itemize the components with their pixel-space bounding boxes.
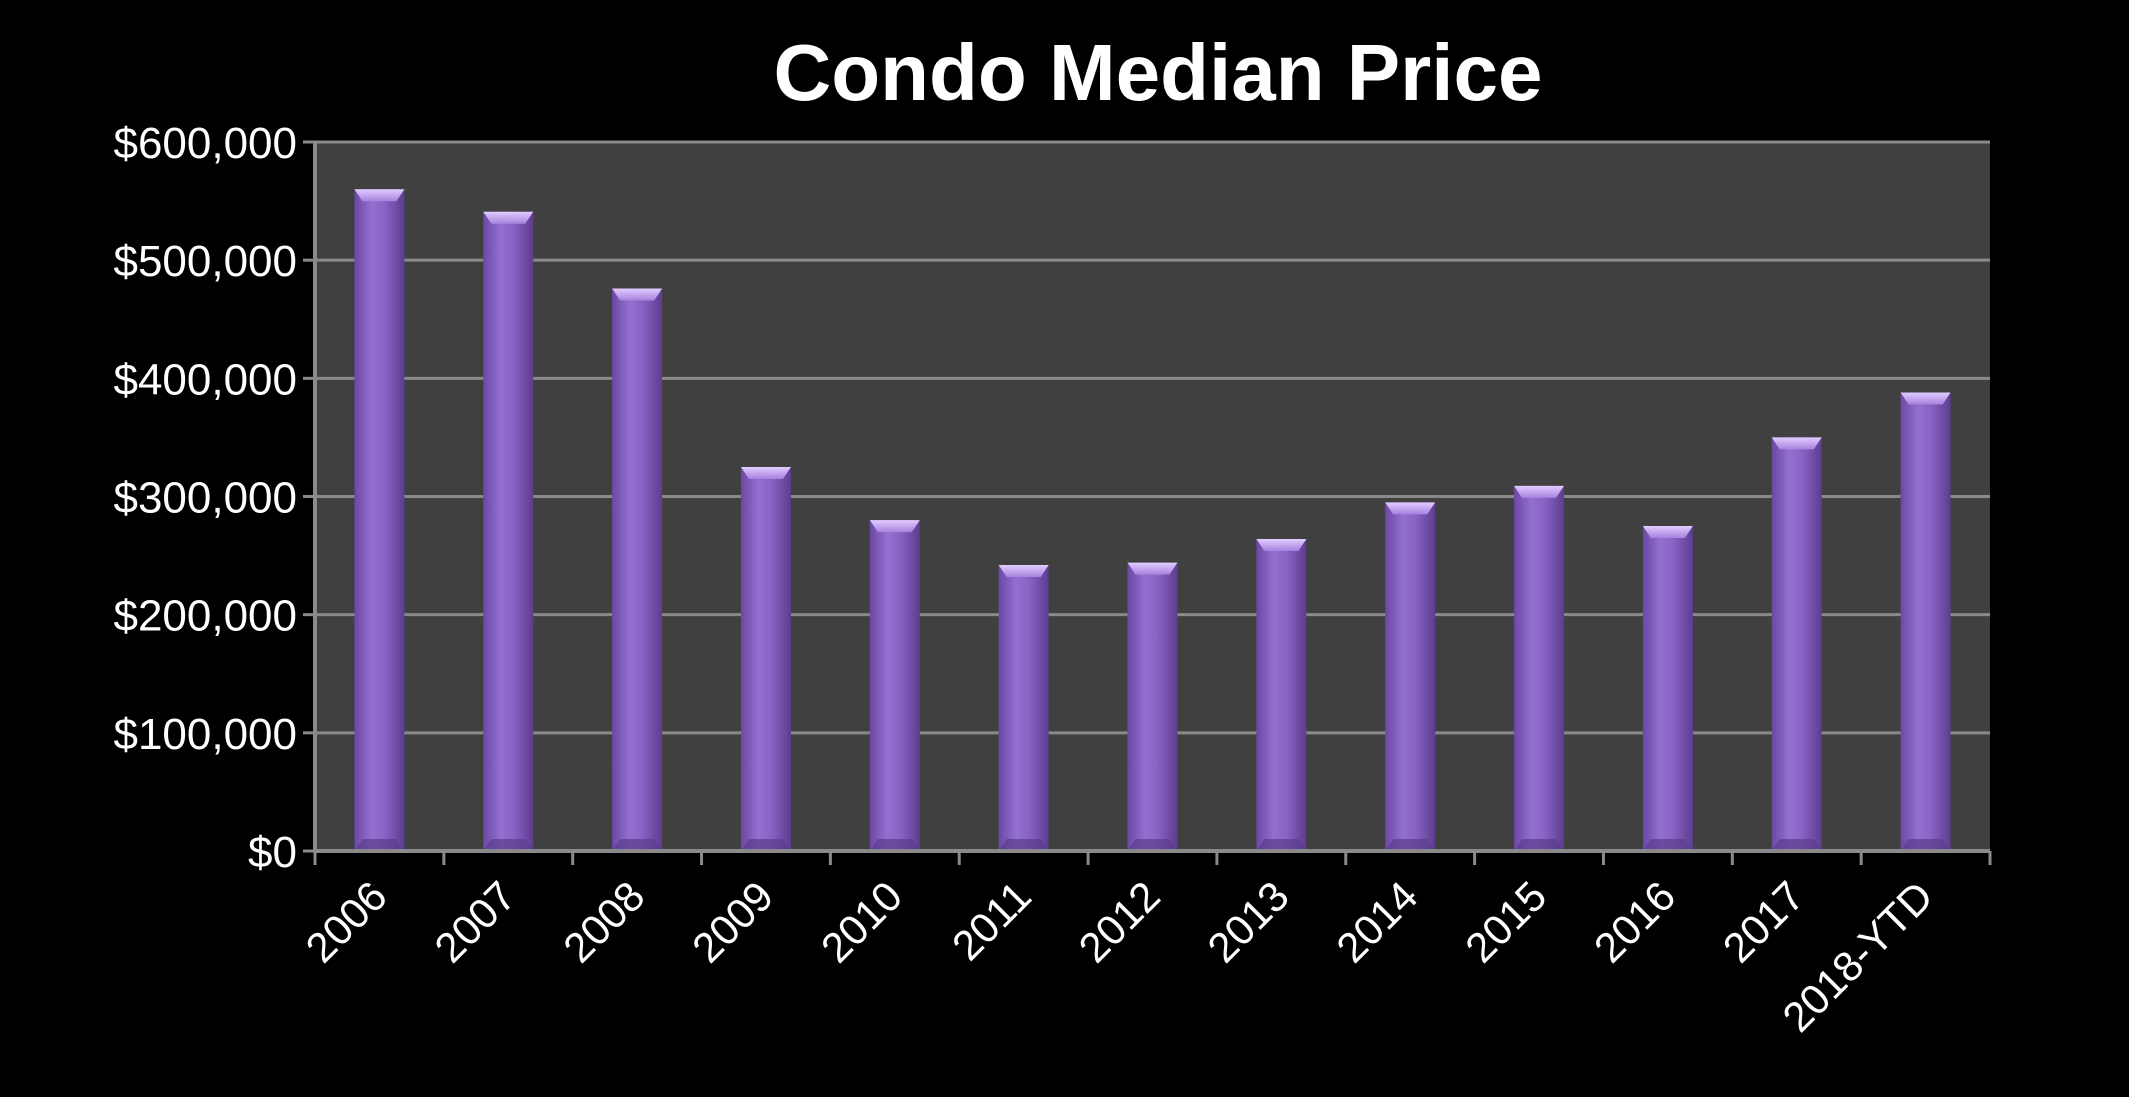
bar-2018-YTD: [1900, 392, 1951, 851]
bar-base: [483, 839, 534, 851]
bar-cap: [1514, 485, 1565, 498]
bar-2011: [998, 565, 1049, 851]
bar-cap: [998, 565, 1049, 578]
bar: [483, 211, 534, 852]
chart-title: Condo Median Price: [774, 28, 1543, 117]
bar-2015: [1514, 485, 1565, 851]
y-tick-label: $0: [248, 828, 297, 877]
y-tick-label: $300,000: [113, 474, 297, 523]
bar-cap: [1256, 539, 1307, 552]
bar-cap: [1385, 502, 1436, 515]
bar: [1385, 502, 1436, 851]
bar-base: [1642, 839, 1693, 851]
bar-2008: [612, 288, 663, 851]
y-tick-label: $200,000: [113, 592, 297, 641]
bar: [354, 189, 405, 851]
bar-2007: [483, 211, 534, 852]
bar-cap: [612, 288, 663, 301]
bar-2017: [1771, 437, 1822, 851]
bar: [1514, 485, 1565, 851]
y-tick-label: $500,000: [113, 237, 297, 286]
bar-2009: [740, 466, 791, 851]
bar-base: [1771, 839, 1822, 851]
bar: [1900, 392, 1951, 851]
bar-base: [740, 839, 791, 851]
bar-base: [1256, 839, 1307, 851]
bar: [612, 288, 663, 851]
bar-base: [1900, 839, 1951, 851]
bar-cap: [354, 189, 405, 202]
bar: [869, 520, 920, 851]
y-tick-labels: $0 $100,000 $200,000 $300,000 $400,000 $500,0…: [113, 119, 297, 877]
bar-2012: [1127, 562, 1178, 851]
bar-2014: [1385, 502, 1436, 851]
bar: [740, 466, 791, 851]
bar-cap: [1642, 526, 1693, 539]
bar: [1256, 539, 1307, 851]
bar-base: [612, 839, 663, 851]
bar-base: [869, 839, 920, 851]
bar-base: [1127, 839, 1178, 851]
bars: [354, 189, 1951, 852]
bar: [1127, 562, 1178, 851]
bar-base: [1514, 839, 1565, 851]
y-tick-label: $600,000: [113, 119, 297, 168]
bar-2016: [1642, 526, 1693, 851]
bar-2010: [869, 520, 920, 851]
bar-cap: [740, 466, 791, 479]
bar-cap: [483, 211, 534, 224]
bar-cap: [1771, 437, 1822, 450]
bar-cap: [1900, 392, 1951, 405]
bar-2013: [1256, 539, 1307, 851]
bar-cap: [869, 520, 920, 533]
bar-base: [998, 839, 1049, 851]
bar-base: [1385, 839, 1436, 851]
bar-2006: [354, 189, 405, 851]
axes: [303, 140, 1992, 865]
bar: [1771, 437, 1822, 851]
bar: [1642, 526, 1693, 851]
bar-cap: [1127, 562, 1178, 575]
y-tick-label: $400,000: [113, 355, 297, 404]
y-tick-label: $100,000: [113, 710, 297, 759]
bar-base: [354, 839, 405, 851]
bar: [998, 565, 1049, 851]
